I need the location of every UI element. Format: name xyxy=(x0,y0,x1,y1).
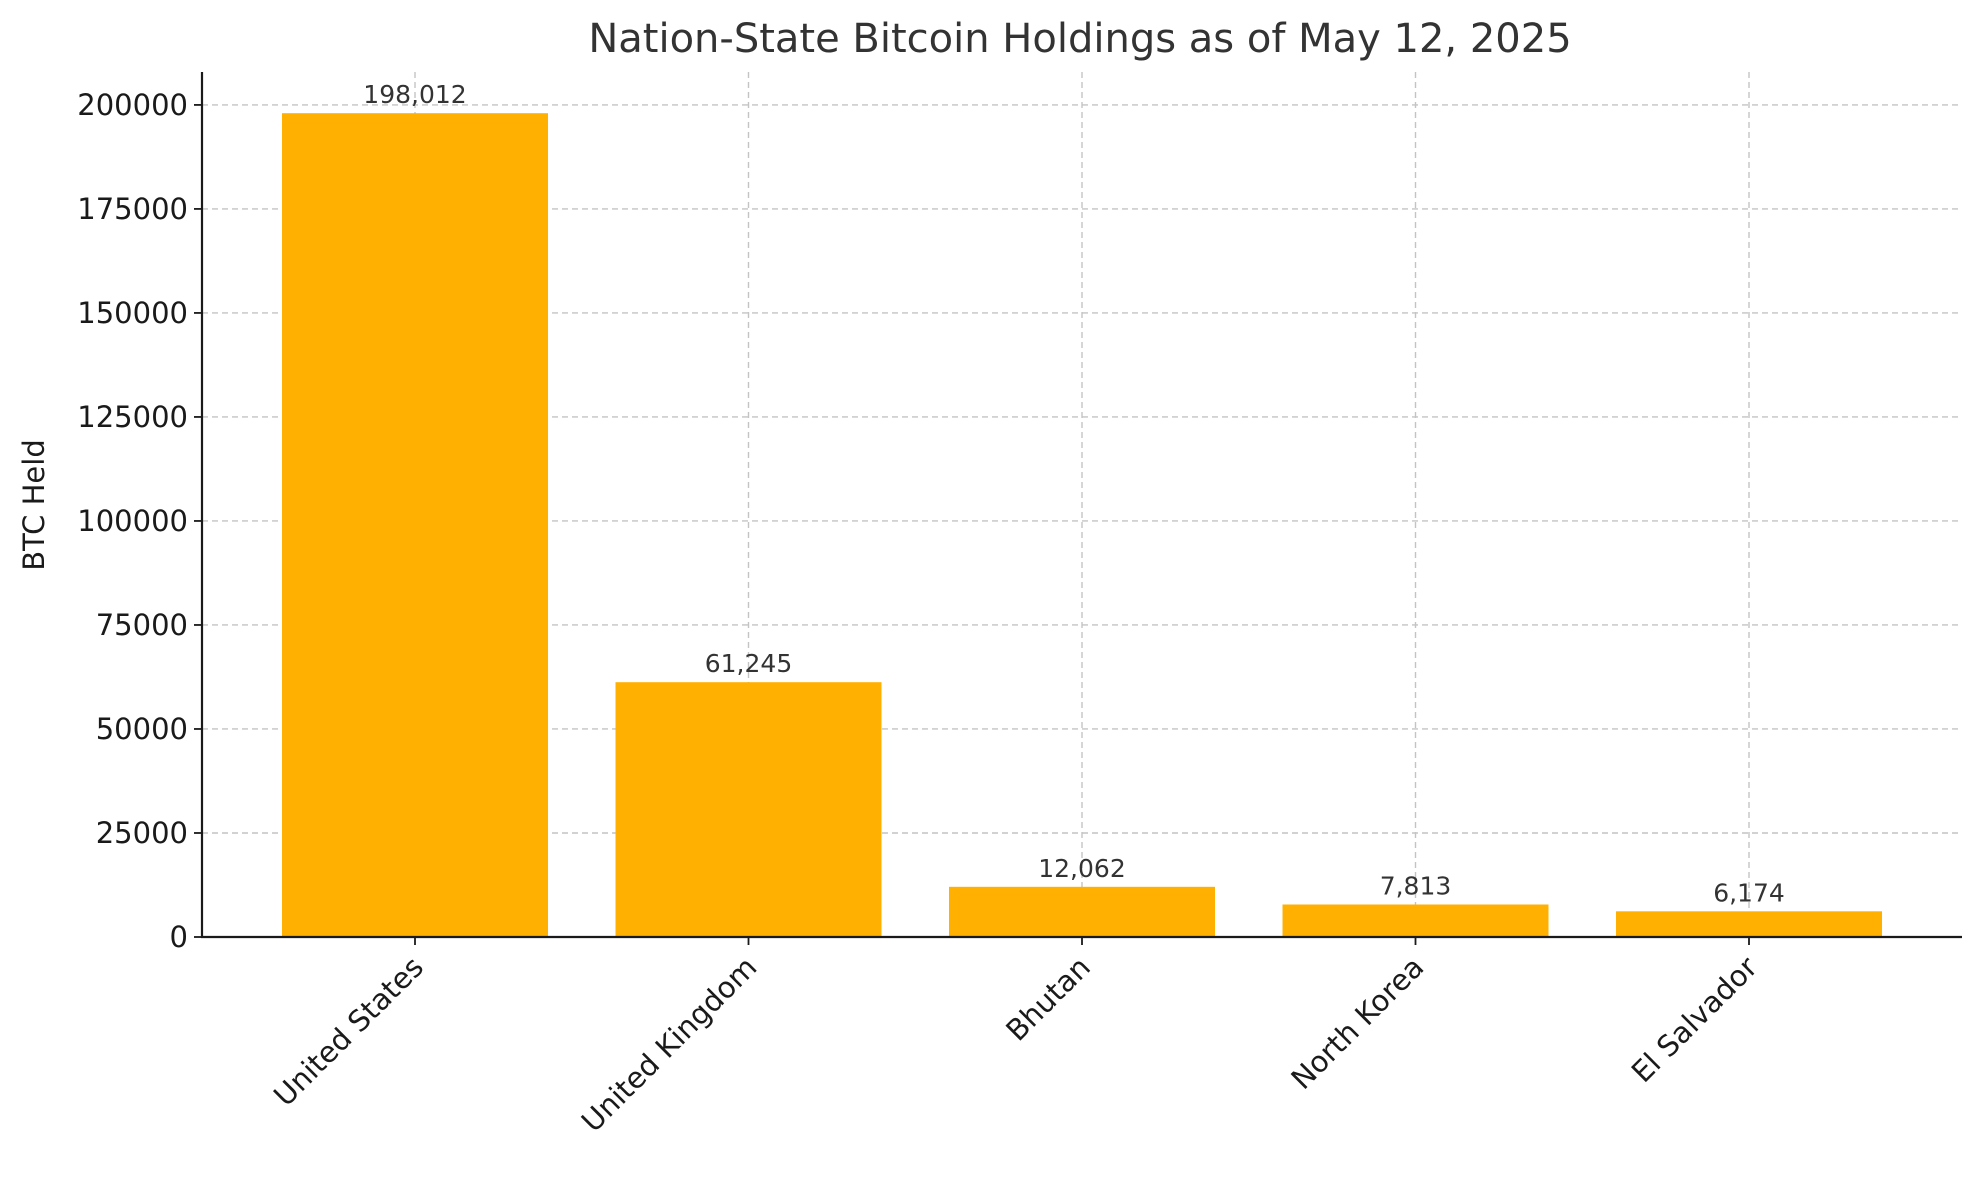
bar xyxy=(1282,904,1549,937)
chart-title: Nation-State Bitcoin Holdings as of May … xyxy=(588,16,1571,62)
y-tick-label: 0 xyxy=(170,920,188,954)
bar xyxy=(282,113,548,937)
y-tick-label: 175000 xyxy=(77,192,188,226)
x-tick-label: El Salvador xyxy=(1625,950,1764,1089)
x-tick-label: North Korea xyxy=(1284,950,1430,1096)
y-tick-label: 150000 xyxy=(77,296,188,330)
bar-value-label: 6,174 xyxy=(1713,878,1785,907)
y-tick-label: 100000 xyxy=(77,504,188,538)
y-tick-label: 125000 xyxy=(77,400,188,434)
bars-layer xyxy=(282,113,1882,937)
bar-value-label: 12,062 xyxy=(1038,854,1125,883)
y-tick-label: 75000 xyxy=(96,608,188,642)
bar-value-label: 7,813 xyxy=(1380,871,1452,900)
y-tick-label: 25000 xyxy=(96,816,188,850)
bar xyxy=(949,886,1215,937)
x-tick-label: United Kingdom xyxy=(575,950,764,1139)
bar-value-label: 198,012 xyxy=(363,80,466,109)
axes-layer xyxy=(194,72,1962,945)
y-axis-label: BTC Held xyxy=(17,439,51,571)
y-tick-label: 50000 xyxy=(96,712,188,746)
x-tick-label: United States xyxy=(267,950,430,1113)
bar xyxy=(615,682,882,937)
y-tick-label: 200000 xyxy=(77,88,188,122)
bar xyxy=(1616,911,1882,937)
x-tick-label: Bhutan xyxy=(999,950,1097,1048)
bar-value-label: 61,245 xyxy=(705,649,792,678)
